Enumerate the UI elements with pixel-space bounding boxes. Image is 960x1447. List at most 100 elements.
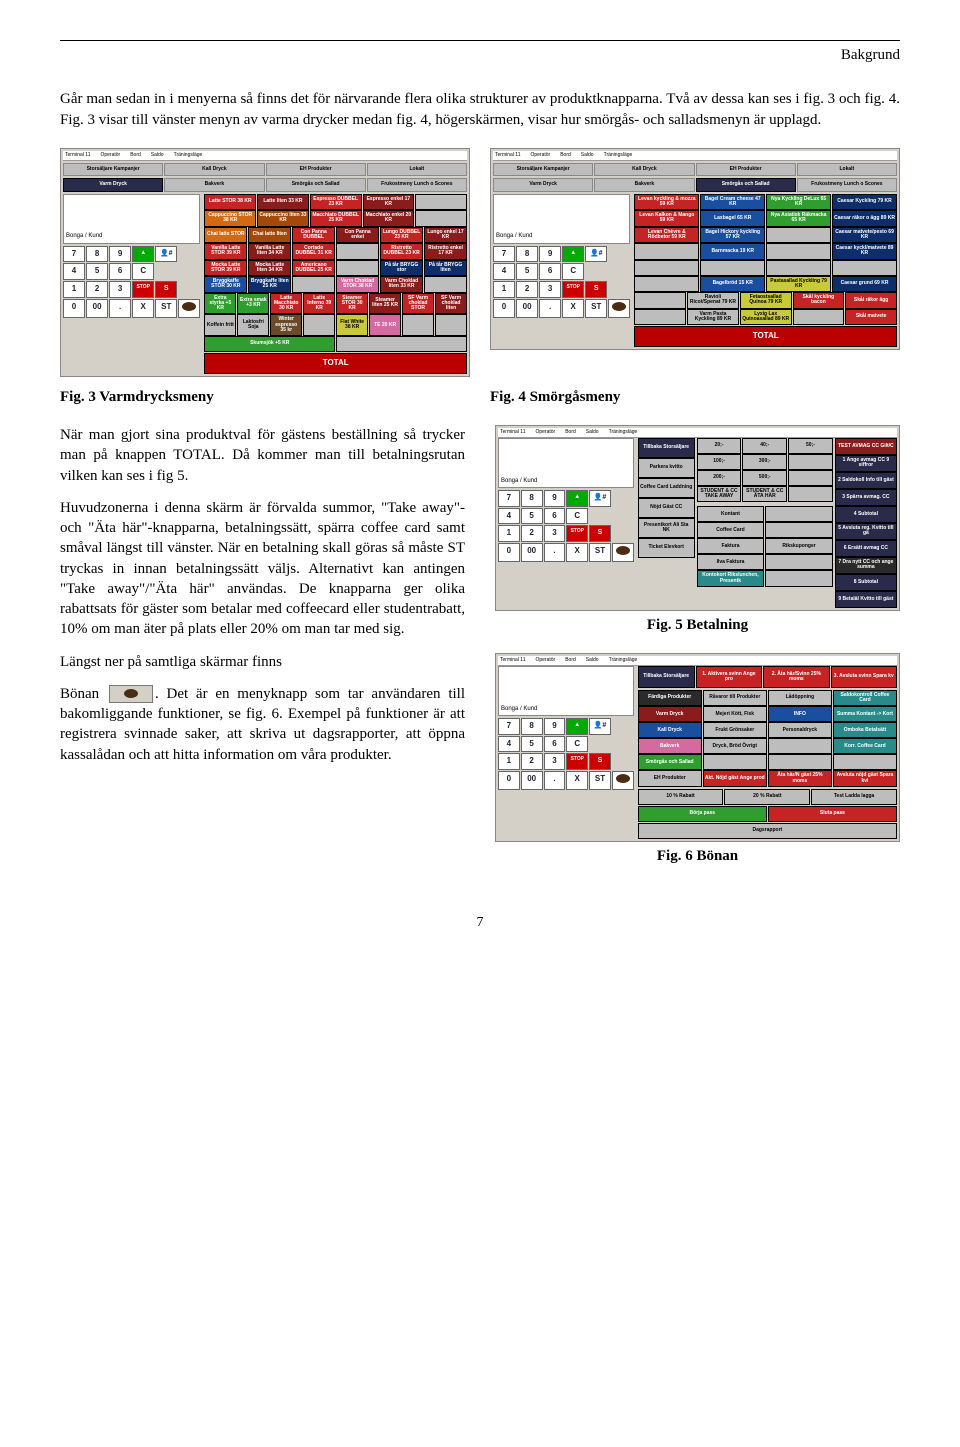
key-2[interactable]: 2 bbox=[521, 525, 543, 542]
payment-button[interactable]: Kontant bbox=[697, 506, 765, 522]
end-shift-button[interactable]: Sluta pass bbox=[768, 806, 897, 822]
product-button[interactable]: Bagel Cream cheese 47 KR bbox=[700, 194, 765, 211]
product-button[interactable]: Laxbagel 65 KR bbox=[700, 210, 765, 227]
product-button[interactable]: Varm Pasta Kyckling 89 KR bbox=[687, 309, 739, 326]
product-button[interactable]: Caesar matvete/pesto 69 KR bbox=[832, 227, 897, 244]
key-0[interactable]: 0 bbox=[498, 543, 520, 562]
dagsrapport-button[interactable]: Dagsrapport bbox=[638, 823, 897, 839]
product-button[interactable]: Levan kyckling & mozza 59 KR bbox=[634, 194, 699, 211]
payment-button[interactable]: Ilva Faktura bbox=[697, 554, 765, 570]
key-X[interactable]: X bbox=[566, 543, 588, 562]
key-STOP[interactable]: STOP bbox=[566, 525, 588, 542]
amount-preset[interactable]: 50;- bbox=[788, 438, 833, 454]
pay-side-button[interactable]: Ticket Elevkort bbox=[638, 538, 695, 558]
product-button[interactable]: EH Produkter bbox=[638, 770, 702, 787]
amount-preset[interactable]: STUDENT & CC TAKE AWAY bbox=[697, 486, 742, 503]
product-button[interactable]: Levan Chèvre & Rödbetor 59 KR bbox=[634, 227, 699, 244]
product-button[interactable]: Cappuccino STOR 38 KR bbox=[204, 210, 256, 227]
product-button[interactable]: Espresso DUBBEL 23 KR bbox=[310, 194, 362, 211]
sub-tab[interactable]: Smörgås och Sallad bbox=[266, 178, 366, 192]
amount-preset[interactable]: STUDENT & CC ÄTA HÄR bbox=[742, 486, 787, 503]
product-button[interactable]: Nya Asiatisk Räkmacka 65 KR bbox=[766, 210, 831, 227]
key-6[interactable]: 6 bbox=[544, 736, 566, 753]
cc-step-button[interactable]: 6 Ersätt avmag CC bbox=[835, 540, 897, 557]
product-button[interactable]: Mejeri Kött, Fisk bbox=[703, 706, 767, 722]
product-button[interactable]: Lådöppning bbox=[768, 690, 832, 707]
key-9[interactable]: 9 bbox=[539, 246, 561, 263]
product-button[interactable]: Nya Kyckling DeLux 65 KR bbox=[766, 194, 831, 211]
key-7[interactable]: 7 bbox=[498, 718, 520, 735]
amount-preset[interactable]: 40;- bbox=[742, 438, 787, 454]
category-tab[interactable]: EH Produkter bbox=[266, 163, 366, 177]
product-button[interactable]: Avsluta nöjd gäst Spara kvi bbox=[833, 770, 897, 787]
product-button[interactable]: Lungo enkel 17 KR bbox=[424, 227, 467, 244]
key-C[interactable]: C bbox=[562, 263, 584, 280]
product-button[interactable]: Caesar kyckl/matvete 89 KR bbox=[832, 243, 897, 260]
key-8[interactable]: 8 bbox=[521, 718, 543, 735]
svinn-button[interactable]: 2. Äta här/Svinn 25% moms bbox=[763, 666, 829, 688]
key-0[interactable]: 0 bbox=[493, 299, 515, 318]
product-button[interactable]: Smörgås och Sallad bbox=[638, 754, 702, 770]
product-button[interactable]: Vanilla Latte liten 34 KR bbox=[248, 243, 291, 260]
key-8[interactable]: 8 bbox=[86, 246, 108, 263]
svinn-button[interactable]: 1. Aktivera svinn Ange pro bbox=[696, 666, 762, 688]
product-button[interactable]: Akt. Nöjd gäst Ange prod bbox=[703, 770, 767, 787]
product-button[interactable]: Frukt Grönsaker bbox=[703, 722, 767, 738]
key-3[interactable]: 3 bbox=[544, 525, 566, 542]
sub-tab[interactable]: Frukostmeny Lunch o Scones bbox=[367, 178, 467, 192]
key-.[interactable]: . bbox=[109, 299, 131, 318]
product-button[interactable]: Bryggkaffe STOR 30 KR bbox=[204, 276, 247, 293]
product-button[interactable]: Macchiato DUBBEL 25 KR bbox=[310, 210, 362, 227]
product-button[interactable]: Lyxig Lax Quinoasallad 89 KR bbox=[740, 309, 792, 326]
product-button[interactable]: Skål räkor ägg bbox=[845, 292, 897, 309]
amount-preset[interactable]: 100;- bbox=[697, 454, 742, 470]
pay-side-button[interactable]: Coffee Card Laddning bbox=[638, 478, 695, 498]
product-button[interactable]: På tår BRYGG stor bbox=[380, 260, 423, 277]
product-button[interactable]: Pastasallad Kyckling 79 KR bbox=[766, 276, 831, 293]
amount-preset[interactable]: 20;- bbox=[697, 438, 742, 454]
total-button[interactable]: TOTAL bbox=[204, 353, 467, 374]
product-button[interactable]: INFO bbox=[768, 706, 832, 722]
key-2[interactable]: 2 bbox=[521, 753, 543, 770]
key-2[interactable]: 2 bbox=[86, 281, 108, 298]
key-9[interactable]: 9 bbox=[109, 246, 131, 263]
pay-side-button[interactable]: Parkera kvitto bbox=[638, 458, 695, 478]
category-tab[interactable]: Storsäljare Kampanjer bbox=[493, 163, 593, 177]
product-button[interactable]: Färdiga Produkter bbox=[638, 690, 702, 707]
cc-step-button[interactable]: 9 Betaläl Kvitto till gäst bbox=[835, 591, 897, 608]
product-button[interactable]: Koffein fritt bbox=[204, 314, 236, 336]
product-button[interactable]: SF Varm choklad STOR bbox=[402, 293, 434, 315]
product-button[interactable]: Caesar räkor o ägg 89 KR bbox=[832, 210, 897, 227]
key-STOP[interactable]: STOP bbox=[566, 753, 588, 770]
key-C[interactable]: C bbox=[566, 508, 588, 525]
key-▲[interactable]: ▲ bbox=[562, 246, 584, 263]
bean-button[interactable] bbox=[608, 299, 630, 318]
cc-step-button[interactable]: 1 Ange avmag CC 9 siffror bbox=[835, 455, 897, 472]
product-button[interactable]: Kall Dryck bbox=[638, 722, 702, 738]
product-button[interactable]: Dryck, Bröd Övrigt bbox=[703, 738, 767, 754]
category-tab[interactable]: Lokalt bbox=[367, 163, 467, 177]
key-ST[interactable]: ST bbox=[589, 543, 611, 562]
bean-button[interactable] bbox=[612, 771, 634, 790]
amount-preset[interactable]: 500;- bbox=[742, 470, 787, 486]
misc-button[interactable]: 20 % Rabatt bbox=[724, 789, 810, 805]
product-button[interactable]: Bagel Hickory kyckling 57 KR bbox=[700, 227, 765, 244]
key-0[interactable]: 0 bbox=[498, 771, 520, 790]
cc-step-button[interactable]: 2 Saldokoll Info till gäst bbox=[835, 472, 897, 489]
sub-tab[interactable]: Frukostmeny Lunch o Scones bbox=[797, 178, 897, 192]
product-button[interactable]: Skål matvete bbox=[845, 309, 897, 326]
key-00[interactable]: 00 bbox=[86, 299, 108, 318]
product-button[interactable]: Con Panna DUBBEL bbox=[292, 227, 335, 244]
product-button[interactable]: Chai latte STOR bbox=[204, 227, 247, 244]
product-button[interactable]: Caesar grund 69 KR bbox=[832, 276, 897, 293]
key-6[interactable]: 6 bbox=[109, 263, 131, 280]
payment-button[interactable]: Faktura bbox=[697, 538, 765, 554]
product-button[interactable]: Varm Choklad STOR 38 KR bbox=[336, 276, 379, 293]
category-tab[interactable]: EH Produkter bbox=[696, 163, 796, 177]
key-S[interactable]: S bbox=[589, 525, 611, 542]
product-button[interactable]: Cortado DUBBEL 31 KR bbox=[292, 243, 335, 260]
product-button[interactable]: Macchiato enkel 20 KR bbox=[363, 210, 415, 227]
key-X[interactable]: X bbox=[132, 299, 154, 318]
product-button[interactable]: Bakverk bbox=[638, 738, 702, 754]
key-.[interactable]: . bbox=[544, 771, 566, 790]
